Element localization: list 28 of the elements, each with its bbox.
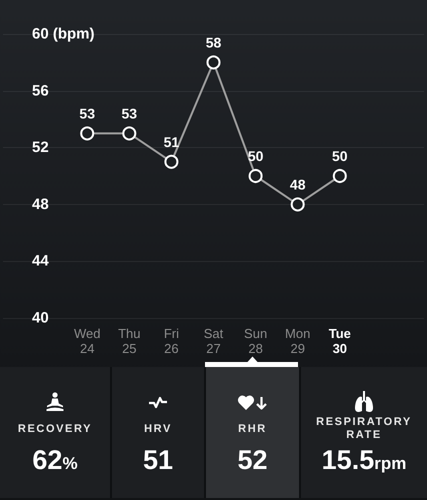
- x-tick-label: Wed 24: [74, 326, 100, 356]
- x-tick-label: Thu 25: [118, 326, 141, 356]
- y-tick-label: 60 (bpm): [32, 26, 95, 42]
- data-label: 53: [79, 105, 96, 122]
- text: HRV: [144, 422, 172, 436]
- x-tick-label: Mon 29: [285, 326, 310, 356]
- y-tick-label: 52: [32, 139, 49, 156]
- y-tick-label: 56: [32, 82, 49, 100]
- data-label: 48: [290, 176, 306, 192]
- text: 15.5rpm: [322, 444, 406, 477]
- data-label: 50: [248, 148, 264, 164]
- text: 62%: [32, 444, 78, 477]
- text: RESPIRATORY RATE: [315, 416, 413, 442]
- x-tick-label: Sat 27: [204, 326, 224, 356]
- y-tick-label: 44: [32, 252, 50, 270]
- text: RHR: [238, 422, 267, 436]
- data-label: 53: [122, 105, 138, 122]
- y-tick-label: 48: [32, 196, 49, 213]
- x-tick-label: Tue 30: [328, 326, 351, 356]
- y-tick-label: 40: [32, 310, 49, 326]
- x-tick-label: Sun 28: [244, 326, 268, 356]
- text: 51: [142, 444, 174, 477]
- x-tick-label: Fri 26: [164, 326, 180, 356]
- data-label: 50: [332, 148, 348, 164]
- text: 52: [237, 444, 268, 477]
- data-label: 51: [164, 134, 180, 150]
- text: RECOVERY: [18, 422, 92, 436]
- data-label: 58: [206, 34, 222, 50]
